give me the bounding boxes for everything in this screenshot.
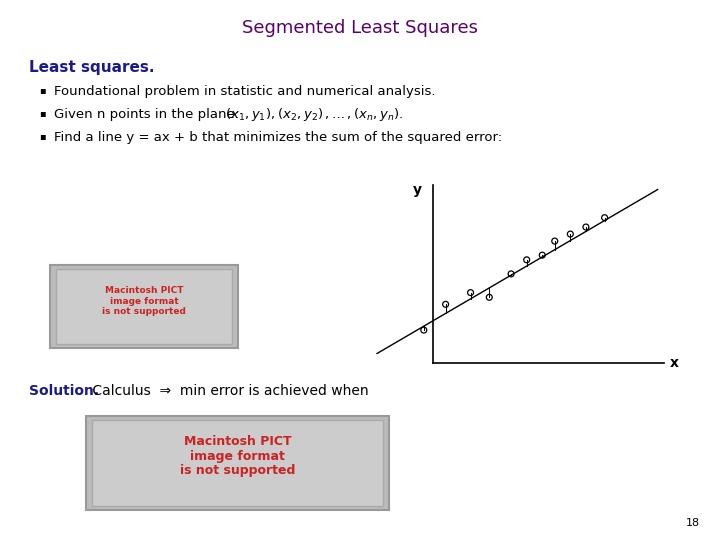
Point — [484, 293, 495, 302]
Text: 18: 18 — [685, 518, 700, 528]
Point — [549, 237, 560, 245]
Bar — [86, 416, 389, 510]
Point — [505, 269, 517, 278]
Text: x: x — [670, 356, 679, 370]
Text: Find a line y = ax + b that minimizes the sum of the squared error:: Find a line y = ax + b that minimizes th… — [54, 131, 502, 144]
Text: Given n points in the plane:: Given n points in the plane: — [54, 108, 248, 121]
Text: is not supported: is not supported — [102, 307, 186, 316]
Text: is not supported: is not supported — [180, 464, 295, 477]
Point — [465, 288, 477, 297]
Point — [580, 222, 592, 231]
Text: Calculus  ⇒  min error is achieved when: Calculus ⇒ min error is achieved when — [88, 384, 369, 399]
Text: image format: image format — [190, 449, 285, 463]
Point — [564, 230, 576, 238]
Point — [418, 326, 430, 334]
Text: Macintosh PICT: Macintosh PICT — [184, 435, 292, 448]
Bar — [92, 420, 383, 506]
Bar — [50, 265, 238, 348]
Text: y: y — [413, 183, 422, 197]
Text: Least squares.: Least squares. — [29, 60, 154, 76]
Text: Macintosh PICT: Macintosh PICT — [104, 286, 184, 295]
Text: Segmented Least Squares: Segmented Least Squares — [242, 19, 478, 37]
Text: ▪: ▪ — [40, 85, 46, 95]
Text: image format: image format — [109, 296, 179, 306]
Bar — [56, 269, 232, 344]
Point — [536, 251, 548, 259]
Text: $(x_1, y_1), (x_2, y_2)\,, \ldots\,, (x_n, y_n).$: $(x_1, y_1), (x_2, y_2)\,, \ldots\,, (x_… — [225, 106, 404, 123]
Point — [599, 213, 611, 222]
Point — [440, 300, 451, 309]
Point — [521, 255, 532, 264]
Text: ▪: ▪ — [40, 131, 46, 141]
Text: ▪: ▪ — [40, 108, 46, 118]
Text: Solution.: Solution. — [29, 384, 99, 399]
Text: Foundational problem in statistic and numerical analysis.: Foundational problem in statistic and nu… — [54, 85, 436, 98]
